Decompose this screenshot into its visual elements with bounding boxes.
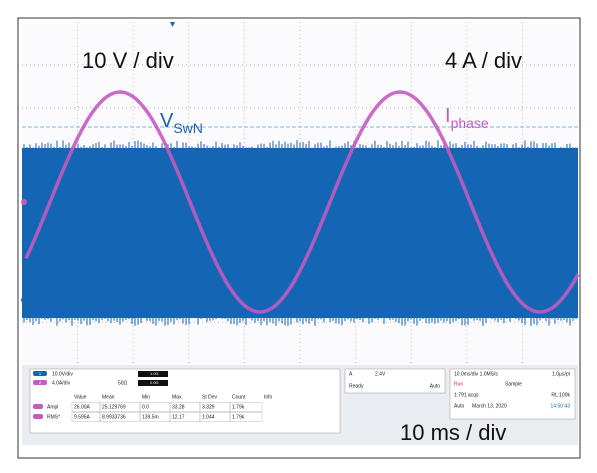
cell-value: 9.595A <box>74 414 91 420</box>
cell-value: 26.00A <box>74 404 91 410</box>
acq-date: March 13, 2020 <box>472 403 507 409</box>
trace-name: V <box>160 110 174 132</box>
cell-value: 1.044 <box>202 414 215 420</box>
acq-count: 1.791 acqs <box>454 392 479 398</box>
table-header: Info <box>264 394 273 400</box>
ch-impedance: 50Ω <box>118 380 128 386</box>
cell-value: 0.0 <box>142 404 149 410</box>
trigger-level: 2.4V <box>375 371 386 377</box>
table-header: Max <box>172 394 182 400</box>
table-header: Min <box>142 394 150 400</box>
acq-trigger-mode: Auto <box>454 403 465 409</box>
row-badge <box>33 414 43 419</box>
cell-value: 8.9933736 <box>102 414 126 420</box>
row-badge <box>33 404 43 409</box>
record-length: RL:100k <box>551 392 570 398</box>
channel-box <box>30 369 340 433</box>
acq-time: 14:50:43 <box>551 403 571 409</box>
row-label: RMS* <box>47 414 60 420</box>
trigger-mode: Auto <box>430 383 441 389</box>
voltage-scale: 10 V / div <box>82 48 174 73</box>
row-label: Ampl <box>47 404 58 410</box>
switch-node-band <box>22 148 578 318</box>
resolution: 1.0µs/pt <box>552 371 571 377</box>
ch1-marker <box>21 297 27 303</box>
cell-value: 1.79k <box>232 414 245 420</box>
table-header: St Dev <box>202 394 218 400</box>
current-scale: 4 A / div <box>445 48 522 73</box>
trigger-box <box>345 369 445 393</box>
trace-subscript: phase <box>451 115 489 131</box>
table-header: Count <box>232 394 246 400</box>
table-header: Mean <box>102 394 115 400</box>
table-header: Value <box>74 394 87 400</box>
time-scale: 10 ms / div <box>400 420 506 445</box>
trigger-state: Ready <box>349 383 364 389</box>
cell-value: 1.79k <box>232 404 245 410</box>
timebase: 10.0ms/div 1.0MS/s <box>454 371 498 377</box>
acq-state: Run <box>454 381 463 387</box>
ch-scale: 4.0A/div <box>52 380 71 386</box>
cell-value: 33.28 <box>172 404 185 410</box>
acq-mode: Sample <box>505 381 522 387</box>
cell-value: 139.5m <box>142 414 159 420</box>
figure: 10 V / div 4 A / div VSwN Iphase 1 10.0V… <box>0 0 597 473</box>
trace-subscript: SwN <box>173 120 203 136</box>
ch-bandwidth: 2.0G <box>150 380 159 385</box>
ch2-marker <box>21 199 27 205</box>
cell-value: 12.17 <box>172 414 185 420</box>
cell-value: 25.129769 <box>102 404 126 410</box>
cell-value: 3.329 <box>202 404 215 410</box>
ch-scale: 10.0V/div <box>52 371 73 377</box>
ch-bandwidth: 1.0G <box>150 371 159 376</box>
